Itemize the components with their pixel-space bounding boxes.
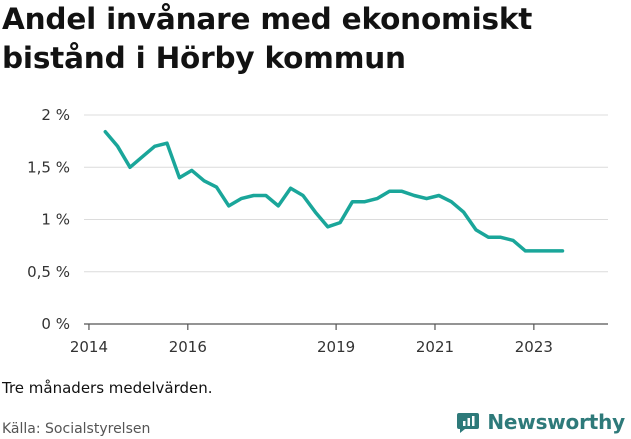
- axes: [84, 323, 608, 330]
- chart-title: Andel invånare med ekonomiskt bistånd i …: [2, 0, 622, 78]
- y-tick-label: 2 %: [41, 106, 70, 124]
- source-text: Källa: Socialstyrelsen: [2, 421, 151, 437]
- series-line: [103, 129, 565, 253]
- title-line-2: bistånd i Hörby kommun: [2, 41, 406, 75]
- x-tick-label: 2019: [317, 338, 355, 356]
- y-tick-label: 1,5 %: [27, 158, 70, 176]
- x-tick-label: 2023: [515, 338, 553, 356]
- y-tick-label: 1 %: [41, 211, 70, 229]
- brand-logo[interactable]: Newsworthy: [457, 407, 625, 437]
- title-line-1: Andel invånare med ekonomiskt: [2, 2, 533, 36]
- x-tick-label: 2016: [169, 338, 207, 356]
- y-tick-labels: 0 % 0,5 % 1 % 1,5 % 2 %: [27, 106, 70, 333]
- grid-lines: [84, 114, 608, 273]
- y-tick-label: 0 %: [41, 315, 70, 333]
- y-tick-label: 0,5 %: [27, 263, 70, 281]
- brand-name: Newsworthy: [487, 410, 625, 434]
- x-tick-label: 2021: [416, 338, 454, 356]
- chart-note: Tre månaders medelvärden.: [2, 379, 213, 397]
- newsworthy-logo-icon: [457, 413, 480, 433]
- x-tick-labels: 2014 2016 2019 2021 2023: [70, 338, 553, 356]
- x-tick-label: 2014: [70, 338, 108, 356]
- series-lines: [103, 129, 565, 253]
- line-chart: 0 % 0,5 % 1 % 1,5 % 2 % 2014 2016 2019 2021 2023: [27, 106, 608, 356]
